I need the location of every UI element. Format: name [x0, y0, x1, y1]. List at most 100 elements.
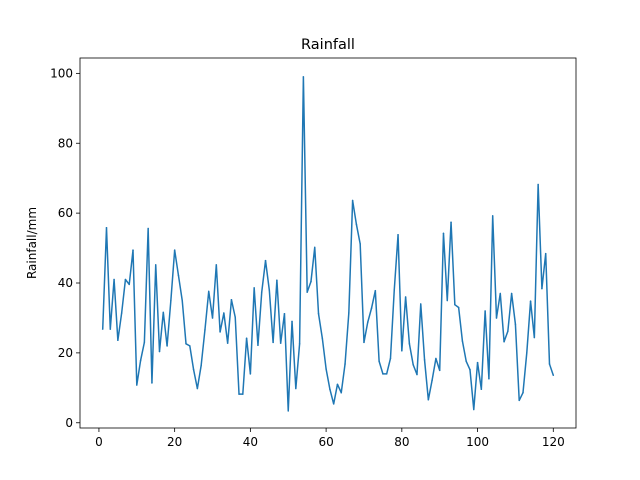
data-point	[173, 249, 176, 251]
rainfall-series-line	[101, 76, 554, 412]
data-point	[321, 337, 324, 339]
data-point	[245, 337, 248, 339]
data-point	[329, 388, 331, 390]
data-point	[507, 330, 509, 332]
data-point	[185, 343, 187, 345]
data-point	[109, 328, 112, 330]
y-tick-label: 100	[50, 66, 73, 80]
data-point	[393, 289, 396, 291]
data-point	[401, 350, 403, 352]
data-point	[154, 264, 157, 266]
data-point	[230, 299, 233, 301]
data-point	[469, 368, 471, 371]
data-point	[249, 373, 252, 375]
data-point	[382, 373, 384, 375]
data-point	[124, 278, 127, 281]
data-point	[283, 313, 286, 315]
data-point	[541, 287, 543, 290]
y-tick-label: 80	[58, 136, 73, 150]
plot-area	[80, 58, 576, 428]
data-point	[336, 383, 339, 386]
plot-frame	[79, 57, 577, 429]
data-point	[162, 311, 165, 314]
data-point	[170, 299, 172, 302]
data-point	[374, 289, 377, 292]
data-point	[359, 243, 361, 245]
data-point	[310, 280, 312, 283]
data-point	[423, 359, 426, 361]
data-point	[438, 369, 441, 372]
data-point	[219, 331, 221, 333]
data-point	[457, 306, 460, 309]
data-point	[196, 387, 199, 390]
data-point	[264, 259, 267, 262]
data-point	[340, 391, 343, 394]
data-point	[113, 278, 115, 281]
data-point	[408, 343, 411, 345]
data-point	[313, 246, 316, 249]
data-point	[529, 300, 532, 302]
data-point	[276, 279, 278, 281]
x-tick-label: 20	[167, 435, 182, 449]
data-point	[128, 283, 130, 286]
data-point	[101, 328, 104, 330]
data-point	[476, 361, 479, 364]
data-point	[473, 408, 475, 411]
data-point	[207, 290, 210, 293]
data-point	[257, 344, 259, 346]
y-tick-label: 60	[58, 206, 73, 220]
data-point	[518, 399, 520, 402]
data-point	[302, 76, 305, 78]
data-point	[120, 312, 123, 314]
data-point	[465, 360, 467, 363]
data-point	[204, 329, 206, 331]
data-point	[177, 274, 180, 277]
x-tick-label: 40	[243, 435, 258, 449]
data-point	[370, 307, 373, 309]
data-point	[279, 342, 282, 344]
data-point	[158, 350, 161, 353]
data-point	[223, 312, 225, 314]
data-point	[385, 373, 388, 375]
data-point	[488, 377, 490, 380]
data-point	[548, 363, 551, 365]
x-tick-label: 100	[466, 435, 489, 449]
data-point	[238, 393, 240, 395]
data-point	[495, 317, 498, 319]
x-tick-label: 80	[394, 435, 409, 449]
y-tick-label: 0	[65, 416, 73, 430]
data-point	[454, 303, 456, 306]
data-points	[101, 76, 555, 412]
data-point	[397, 234, 399, 236]
data-point	[200, 364, 202, 367]
data-point	[143, 341, 146, 344]
chart-title: Rainfall	[301, 37, 355, 53]
data-point	[344, 363, 346, 365]
data-point	[514, 323, 517, 325]
data-point	[215, 264, 218, 266]
data-point	[544, 252, 547, 255]
data-point	[253, 287, 255, 289]
data-point	[526, 352, 528, 354]
data-point	[151, 382, 153, 384]
data-point	[416, 373, 418, 376]
data-point	[484, 310, 486, 312]
y-tick-label: 40	[58, 276, 73, 290]
data-point	[268, 289, 271, 291]
x-axis-ticks: 0 20 40 60 80 100 120	[95, 428, 565, 449]
y-axis-label: Rainfall/mm	[25, 207, 39, 279]
data-point	[298, 343, 301, 345]
data-point	[351, 199, 354, 202]
data-point	[166, 345, 168, 347]
data-point	[503, 340, 505, 343]
data-point	[446, 299, 449, 302]
data-point	[189, 345, 191, 347]
data-point	[325, 368, 327, 370]
data-point	[136, 384, 138, 386]
data-point	[363, 341, 365, 344]
data-point	[412, 364, 414, 366]
x-tick-label: 60	[318, 435, 333, 449]
data-point	[378, 360, 380, 363]
y-tick-label: 20	[58, 346, 73, 360]
